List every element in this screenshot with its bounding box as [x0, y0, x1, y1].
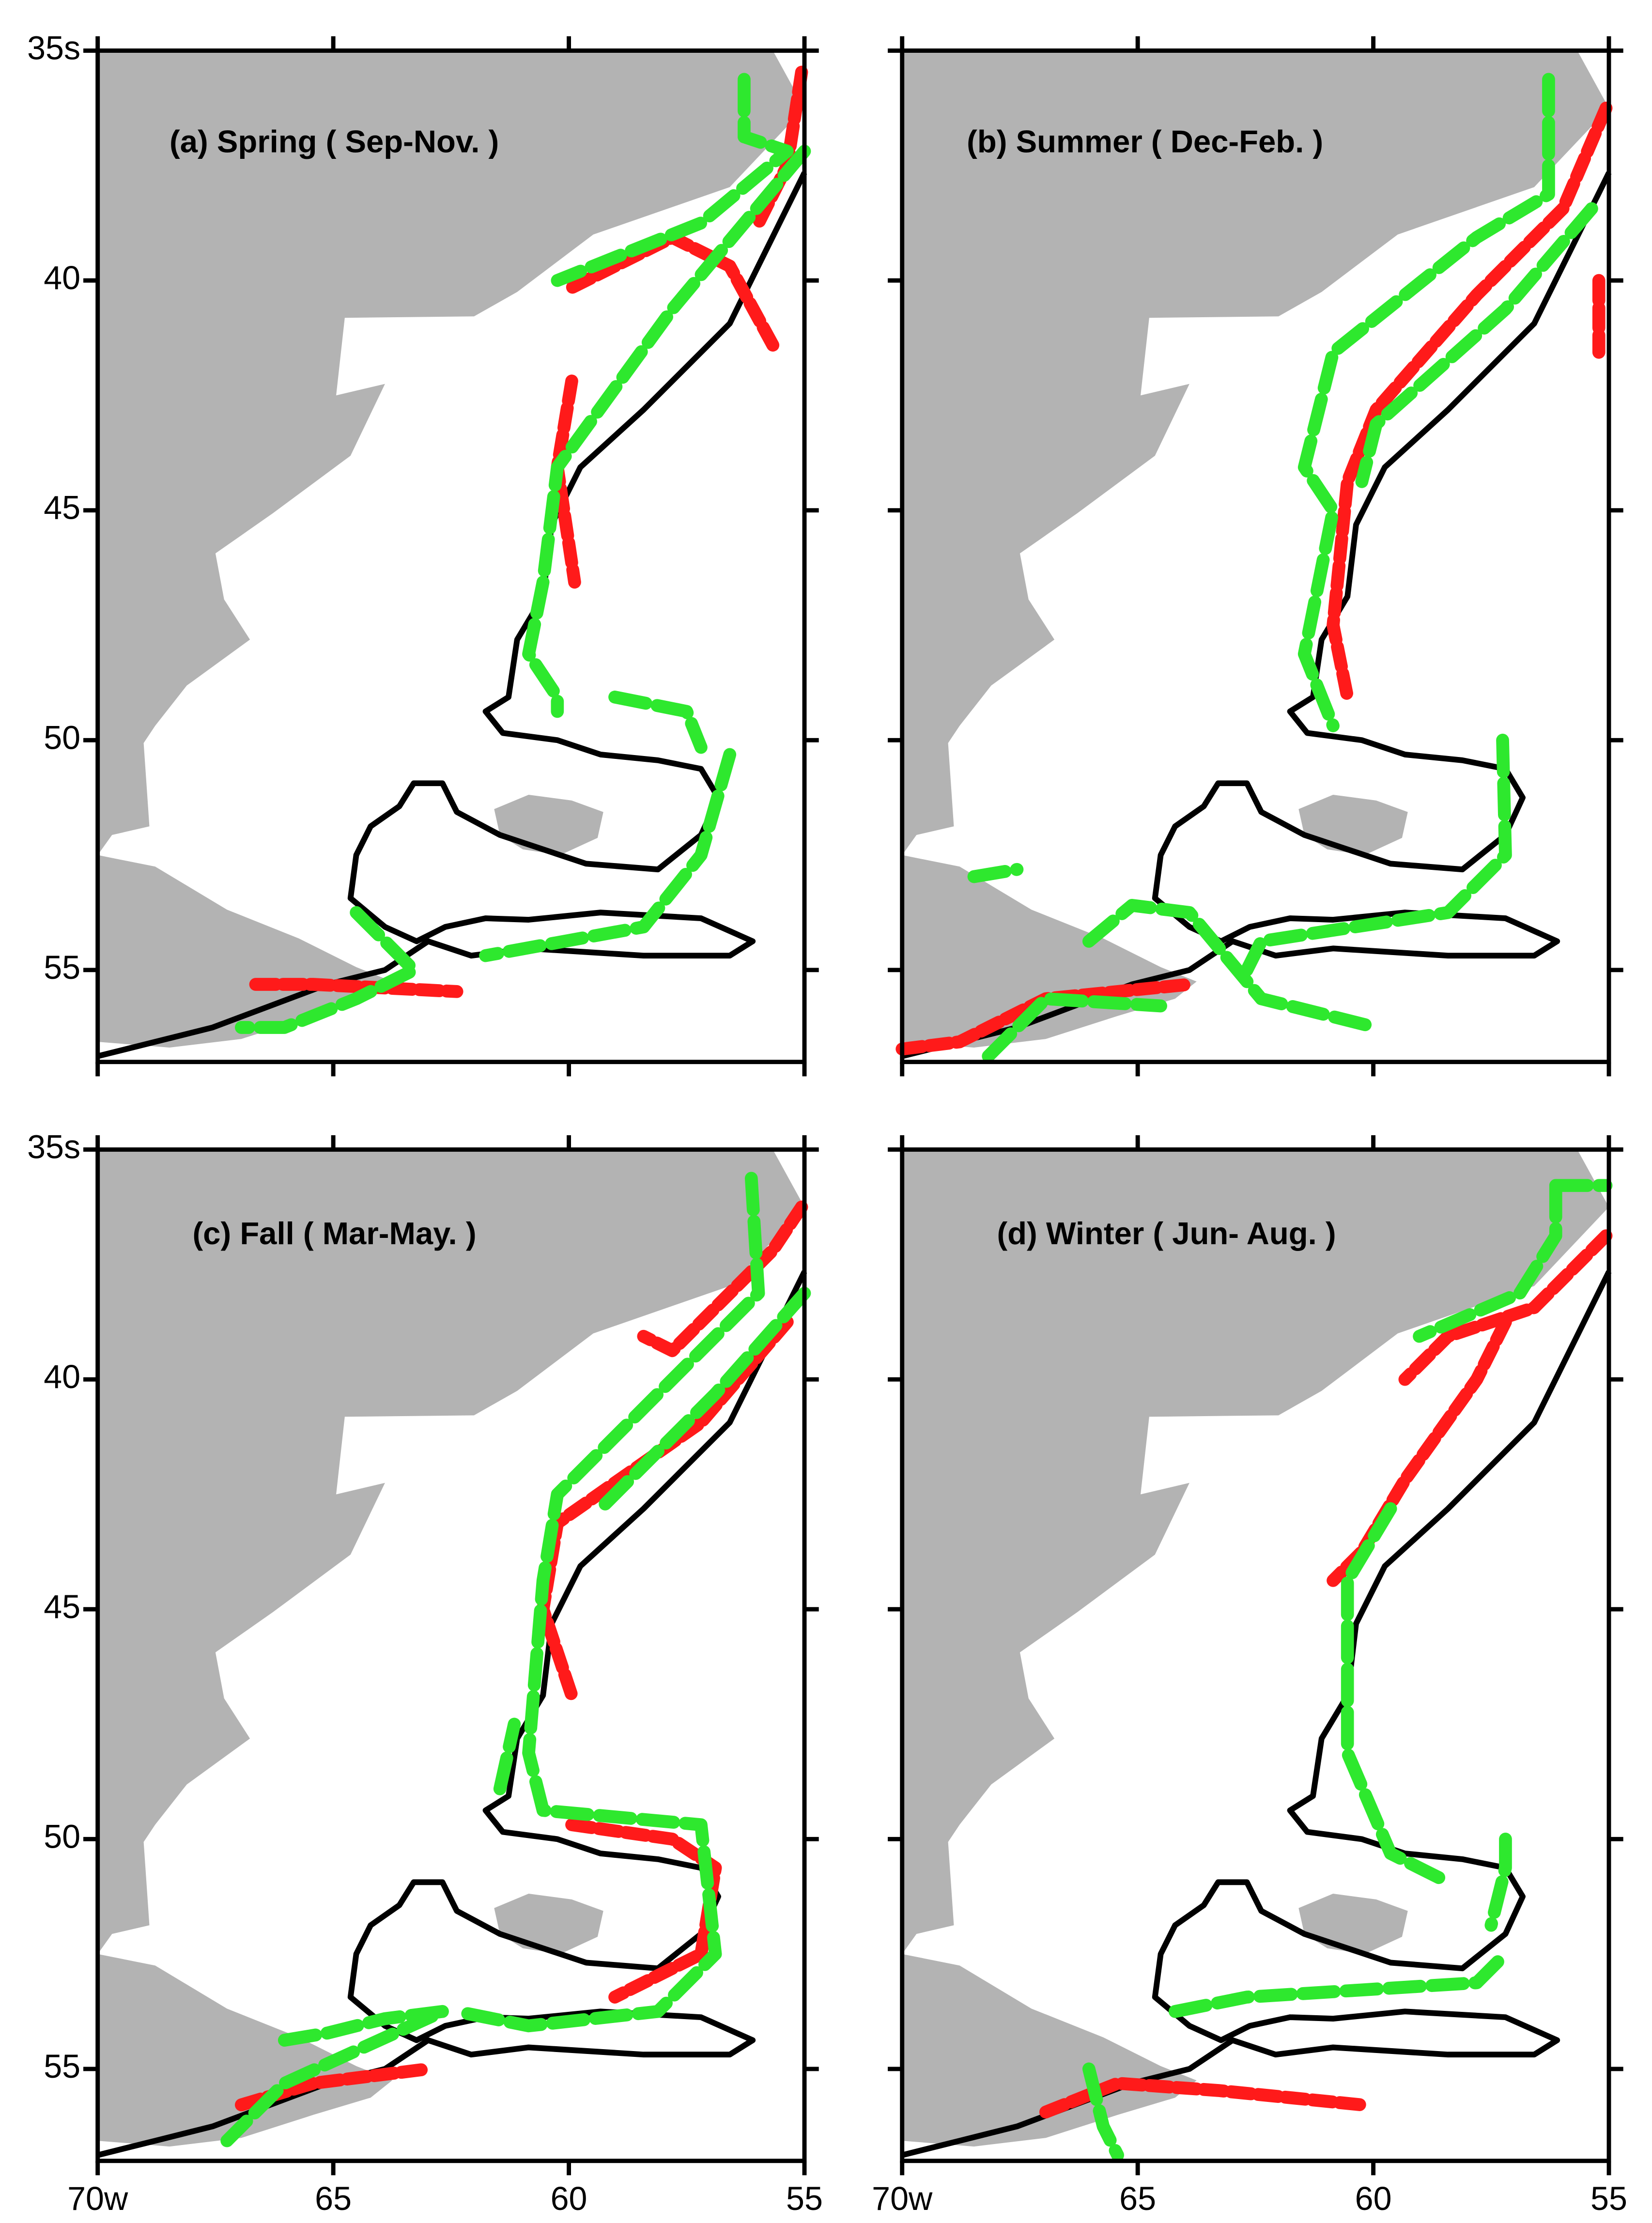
panel: (a) Spring ( Sep-Nov. ) 35s 40 45 50 55: [27, 30, 819, 1077]
green-track: [551, 73, 794, 287]
red-track: [565, 231, 780, 352]
green-track: [479, 748, 737, 962]
panel-title: (b) Summer ( Dec-Feb. ): [967, 124, 1323, 159]
red-track: [1327, 101, 1613, 704]
green-track: [967, 863, 1024, 883]
red-track: [249, 978, 463, 998]
green-track: [1484, 1832, 1512, 1932]
basemap: [98, 1150, 804, 2155]
green-track: [1413, 1179, 1562, 1343]
x-tick-label: 55: [1590, 2180, 1627, 2217]
red-track: [565, 1818, 722, 2004]
y-tick-label: 45: [44, 490, 80, 526]
panel: (c) Fall ( Mar-May. ) 35s 40 45 50 55 70w 65 60…: [27, 1129, 823, 2217]
green-track: [1082, 2062, 1124, 2162]
panel-frame: [900, 48, 1611, 1065]
green-track: [1240, 733, 1512, 977]
red-track: [1039, 2077, 1369, 2119]
y-tick-label: 45: [44, 1589, 80, 1625]
y-tick-label: 35s: [27, 30, 80, 67]
green-track: [982, 992, 1167, 1063]
green-track: [1168, 1947, 1512, 2018]
red-track: [1398, 1229, 1613, 1386]
y-tick-label: 40: [44, 1358, 80, 1395]
panel-frame: [95, 48, 807, 1065]
panel: (d) Winter ( Jun- Aug. ) 70w 65 60 55: [872, 1135, 1627, 2217]
x-tick-label: 65: [315, 2180, 352, 2217]
green-track: [493, 1717, 521, 1795]
y-tick-label: 55: [44, 2048, 80, 2085]
x-tick-label: 60: [551, 2180, 587, 2217]
x-tick-label: 65: [1119, 2180, 1156, 2217]
green-track: [522, 144, 811, 718]
x-tick-label: 55: [786, 2180, 823, 2217]
basemap: [98, 51, 804, 1056]
green-track: [594, 1286, 811, 1515]
red-track: [895, 978, 1196, 1056]
panel-title: (c) Fall ( Mar-May. ): [192, 1216, 476, 1251]
panel-title: (a) Spring ( Sep-Nov. ): [170, 124, 499, 159]
panel: (b) Summer ( Dec-Feb. ): [888, 36, 1623, 1077]
green-track: [1341, 1502, 1455, 1889]
panel-frame: [95, 1147, 807, 2163]
red-track: [637, 1200, 808, 1358]
panel-title: (d) Winter ( Jun- Aug. ): [997, 1216, 1336, 1251]
y-tick-label: 50: [44, 1818, 80, 1855]
green-track: [608, 690, 708, 754]
green-track: [220, 2005, 449, 2147]
y-tick-label: 40: [44, 260, 80, 296]
basemap: [902, 51, 1609, 1056]
x-tick-label: 60: [1355, 2180, 1392, 2217]
y-tick-label: 50: [44, 719, 80, 756]
green-track: [234, 906, 420, 1034]
y-tick-label: 35s: [27, 1129, 80, 1166]
y-tick-label: 55: [44, 949, 80, 986]
green-track: [1355, 202, 1598, 488]
panel-frame: [900, 1147, 1611, 2163]
green-track: [450, 1172, 765, 2033]
green-track: [1082, 899, 1383, 1034]
green-track: [1297, 73, 1555, 732]
x-tick-label: 70w: [67, 2180, 128, 2217]
x-tick-label: 70w: [872, 2180, 933, 2217]
